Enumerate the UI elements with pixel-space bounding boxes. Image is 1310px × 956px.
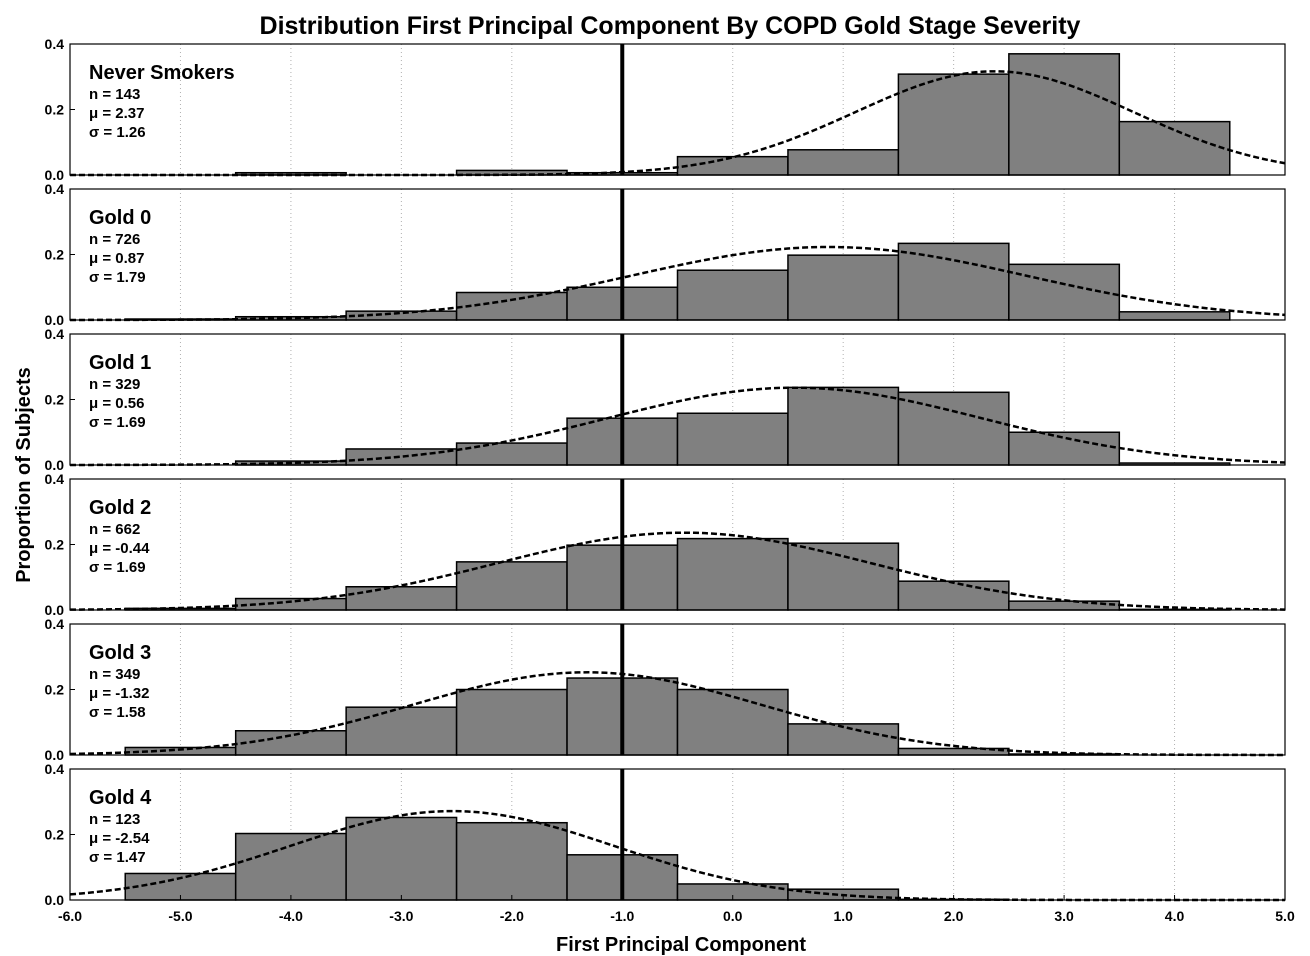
x-axis-label: First Principal Component (556, 934, 806, 956)
y-tick-label: 0.4 (45, 326, 65, 342)
y-tick-label: 0.4 (45, 471, 65, 487)
histogram-bar (455, 688, 568, 756)
histogram-bar (1118, 120, 1231, 176)
x-tick-label: 1.0 (833, 908, 853, 924)
histogram-bar (234, 832, 347, 901)
histogram-bar (345, 706, 458, 756)
histogram-bar (787, 149, 900, 176)
histogram-bar (787, 723, 900, 756)
n-stat: n = 349 (89, 666, 140, 683)
n-stat: n = 726 (89, 231, 140, 248)
y-tick-label: 0.2 (45, 247, 65, 263)
histogram-bar (345, 585, 458, 611)
y-tick-label: 0.2 (45, 537, 65, 553)
histogram-bar (897, 580, 1010, 611)
panel-1: 0.0 0.2 0.4 Never Smokers n = 143 μ = 2.37 σ =… (45, 36, 1286, 183)
panel-label: Gold 0 (89, 207, 151, 229)
histogram-bar (455, 821, 568, 901)
n-stat: n = 662 (89, 521, 140, 538)
histogram-bar (1008, 53, 1121, 176)
panel-label: Gold 3 (89, 642, 151, 664)
y-tick-label: 0.2 (45, 392, 65, 408)
panel-5: 0.0 0.2 0.4 Gold 3 n = 349 μ = -1.32 σ = 1.58 (45, 616, 1286, 763)
x-tick-label: 4.0 (1165, 908, 1185, 924)
x-tick-label: 5.0 (1275, 908, 1295, 924)
y-tick-label: 0.2 (45, 682, 65, 698)
panel-label: Gold 1 (89, 352, 151, 374)
normal-fit-curve (70, 245, 1286, 322)
y-tick-label: 0.0 (45, 312, 65, 328)
x-tick-label: -5.0 (168, 908, 192, 924)
histogram-bar (1008, 263, 1121, 321)
sd-stat: σ = 1.79 (89, 269, 146, 286)
y-tick-label: 0.4 (45, 36, 65, 52)
sd-stat: σ = 1.47 (89, 849, 146, 866)
panel-3: 0.0 0.2 0.4 Gold 1 n = 329 μ = 0.56 σ = 1.69 (45, 326, 1286, 473)
y-tick-label: 0.4 (45, 616, 65, 632)
y-tick-label: 0.0 (45, 602, 65, 618)
n-stat: n = 123 (89, 811, 140, 828)
histogram-bar (787, 542, 900, 611)
x-tick-label: 2.0 (944, 908, 964, 924)
x-tick-label: -4.0 (279, 908, 303, 924)
histogram-bar (345, 816, 458, 901)
x-axis-ticks: -6.0 -5.0 -4.0 -3.0 -2.0 -1.0 0.0 1.0 2.0 3.0 4.0 5… (58, 895, 1295, 924)
normal-fit-curve (69, 671, 1285, 757)
histogram-bar (676, 537, 789, 611)
panel-4: 0.0 0.2 0.4 Gold 2 n = 662 μ = -0.44 σ = 1.69 (45, 471, 1286, 618)
mean-stat: μ = 0.56 (89, 395, 144, 412)
normal-fit-curve (69, 386, 1286, 467)
histogram-bar (1008, 431, 1121, 466)
x-tick-label: -1.0 (610, 908, 634, 924)
histogram-bar (455, 442, 568, 466)
panel-label: Gold 2 (89, 497, 151, 519)
y-tick-label: 0.0 (45, 892, 65, 908)
panel-label: Never Smokers (89, 62, 235, 84)
histogram-bar (455, 291, 568, 321)
x-tick-label: -3.0 (389, 908, 413, 924)
x-tick-label: -6.0 (58, 908, 82, 924)
n-stat: n = 143 (89, 86, 140, 103)
normal-fit-curve (69, 809, 1285, 902)
sd-stat: σ = 1.69 (89, 414, 146, 431)
y-tick-label: 0.2 (45, 102, 65, 118)
histogram-bar (676, 269, 789, 321)
mean-stat: μ = -2.54 (89, 830, 150, 847)
normal-fit-curve (69, 531, 1286, 611)
histogram-bar (676, 688, 789, 756)
chart-title: Distribution First Principal Component B… (260, 12, 1081, 40)
sd-stat: σ = 1.69 (89, 559, 146, 576)
panels-group: 0.0 0.2 0.4 Never Smokers n = 143 μ = 2.37 σ =… (45, 36, 1286, 908)
y-tick-label: 0.4 (45, 761, 65, 777)
y-axis-label: Proportion of Subjects (13, 367, 35, 583)
histogram-bar (1118, 311, 1231, 321)
y-tick-label: 0.0 (45, 747, 65, 763)
sd-stat: σ = 1.58 (89, 704, 146, 721)
x-tick-label: -2.0 (500, 908, 524, 924)
mean-stat: μ = 2.37 (89, 105, 144, 122)
histogram-bar (676, 412, 789, 466)
x-tick-label: 3.0 (1054, 908, 1074, 924)
histogram-bar (897, 73, 1010, 176)
panel-label: Gold 4 (89, 787, 152, 809)
mean-stat: μ = 0.87 (89, 250, 144, 267)
y-tick-label: 0.0 (45, 167, 65, 183)
panel-2: 0.0 0.2 0.4 Gold 0 n = 726 μ = 0.87 σ = 1.79 (45, 181, 1286, 328)
x-tick-label: 0.0 (723, 908, 743, 924)
mean-stat: μ = -0.44 (89, 540, 150, 557)
histogram-bar (897, 391, 1010, 466)
y-tick-label: 0.2 (45, 827, 65, 843)
histogram-bar (787, 386, 900, 466)
panel-6: 0.0 0.2 0.4 Gold 4 n = 123 μ = -2.54 σ = 1.47 (45, 761, 1286, 908)
mean-stat: μ = -1.32 (89, 685, 149, 702)
sd-stat: σ = 1.26 (89, 124, 146, 141)
histogram-bar (1008, 600, 1121, 611)
y-tick-label: 0.0 (45, 457, 65, 473)
histogram-bar (787, 254, 900, 321)
y-tick-label: 0.4 (45, 181, 65, 197)
n-stat: n = 329 (89, 376, 140, 393)
